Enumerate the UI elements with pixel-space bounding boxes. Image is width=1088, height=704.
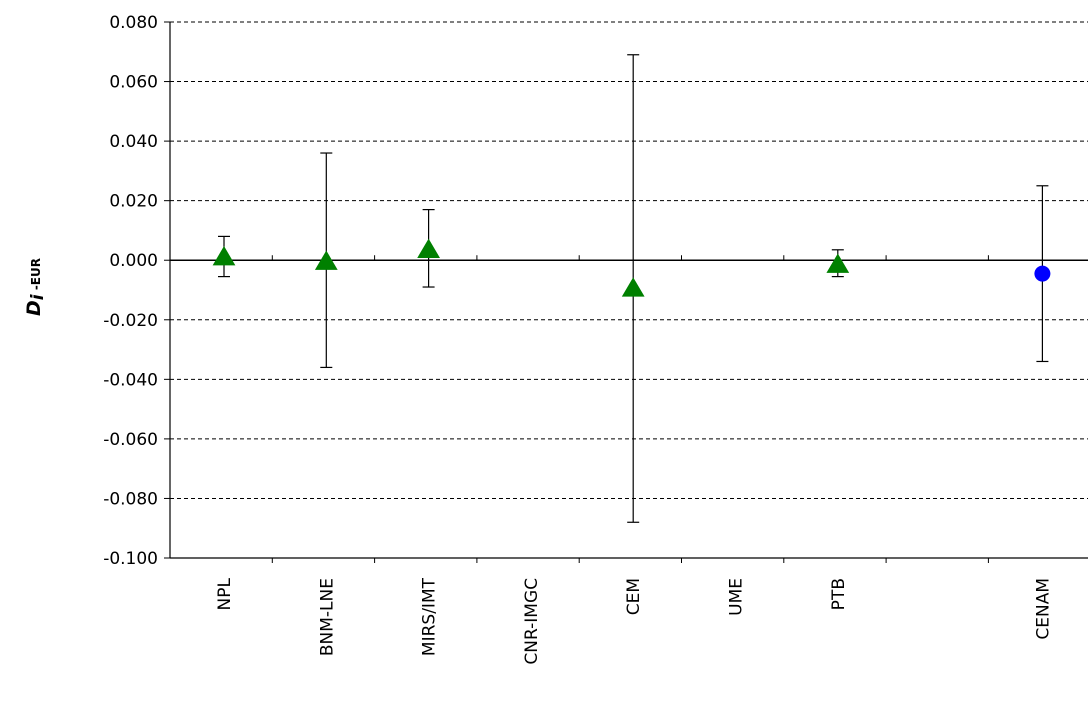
x-tick-label: CNR-IMGC (522, 578, 542, 665)
x-tick-label: BNM-LNE (317, 578, 337, 656)
x-tick-label: CEM (624, 578, 644, 615)
x-tick-label: UME (727, 578, 747, 616)
y-tick-label: 0.020 (109, 192, 158, 212)
svg-text:Di -EUR: Di -EUR (23, 258, 48, 316)
x-tick-label: MIRS/IMT (420, 577, 440, 656)
data-point-triangle (417, 238, 440, 258)
y-tick-labels: 0.080 0.060 0.040 0.020 0.000 -0.020 -0.040 -0.… (103, 13, 170, 569)
y-tick-label: -0.100 (103, 549, 158, 569)
y-axis-label-main: D (23, 300, 45, 316)
y-tick-label: 0.060 (109, 73, 158, 93)
data-point-circle (1034, 265, 1051, 282)
y-tick-label: 0.080 (109, 13, 158, 33)
y-tick-label: -0.040 (103, 370, 158, 390)
y-axis-label-sub: i (28, 293, 48, 300)
y-tick-label: -0.020 (103, 311, 158, 331)
y-tick-label: -0.080 (103, 489, 158, 509)
x-tick-label: CENAM (1033, 578, 1053, 640)
y-tick-label: 0.000 (109, 251, 158, 271)
data-point-triangle (621, 277, 645, 297)
y-tick-label: -0.060 (103, 430, 158, 450)
x-tick-label: NPL (215, 577, 235, 610)
y-axis-label: Di -EUR (23, 258, 48, 316)
data-point-triangle (212, 246, 236, 266)
y-axis-label-suffix: -EUR (29, 258, 43, 294)
data-point-triangle (826, 253, 850, 273)
data-markers (212, 238, 1051, 297)
x-tick-labels: NPL BNM-LNE MIRS/IMT CNR-IMGC CEM UME PTB CENAM (215, 255, 1053, 665)
data-point-triangle (314, 250, 338, 270)
x-tick-label: PTB (829, 578, 849, 610)
grid-lines (170, 21, 1088, 499)
y-tick-label: 0.040 (109, 132, 158, 152)
